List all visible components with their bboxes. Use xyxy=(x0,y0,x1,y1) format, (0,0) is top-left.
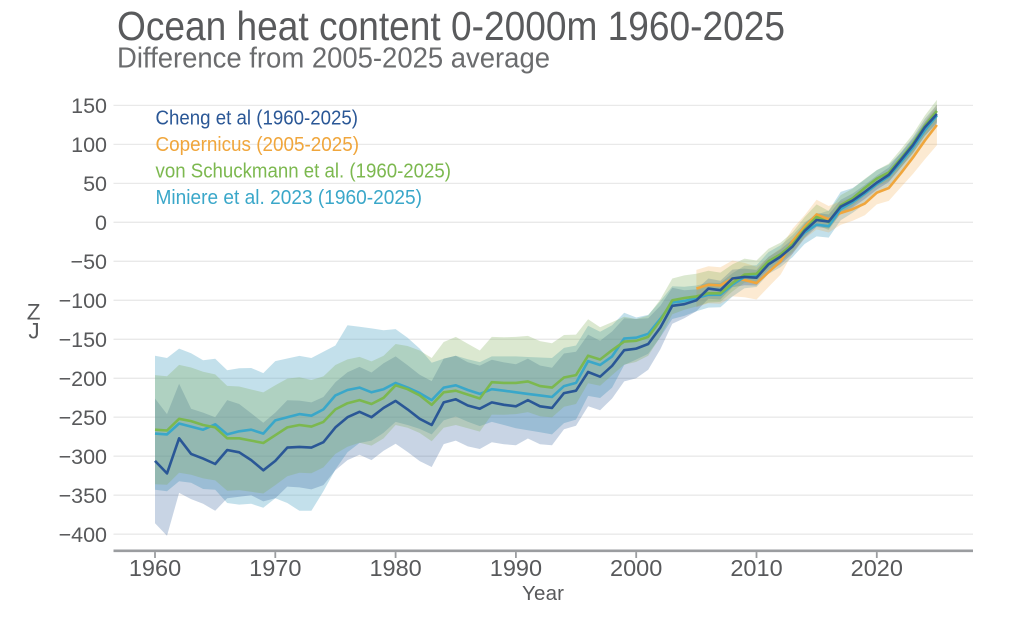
svg-text:1970: 1970 xyxy=(249,555,301,581)
svg-text:Difference from 2005-2025 aver: Difference from 2005-2025 average xyxy=(117,43,550,75)
svg-text:Cheng et al (1960-2025): Cheng et al (1960-2025) xyxy=(156,107,359,130)
svg-text:J: J xyxy=(28,319,39,344)
svg-text:50: 50 xyxy=(83,172,107,196)
svg-text:−50: −50 xyxy=(71,250,108,274)
svg-text:150: 150 xyxy=(71,94,107,118)
svg-text:Z: Z xyxy=(27,299,41,324)
svg-text:Miniere et al. 2023 (1960-2025: Miniere et al. 2023 (1960-2025) xyxy=(156,186,423,209)
svg-text:−350: −350 xyxy=(59,484,107,508)
svg-text:von Schuckmann et al. (1960-20: von Schuckmann et al. (1960-2025) xyxy=(156,160,452,183)
svg-text:−200: −200 xyxy=(59,367,107,391)
svg-text:1960: 1960 xyxy=(129,555,181,581)
svg-text:−400: −400 xyxy=(59,523,107,547)
svg-text:100: 100 xyxy=(71,133,107,157)
svg-text:−300: −300 xyxy=(59,445,107,469)
svg-text:−250: −250 xyxy=(59,406,107,430)
svg-text:Ocean heat content 0-2000m 196: Ocean heat content 0-2000m 1960-2025 xyxy=(117,3,785,49)
svg-text:1980: 1980 xyxy=(369,555,421,581)
svg-text:Copernicus (2005-2025): Copernicus (2005-2025) xyxy=(156,133,360,156)
svg-text:−100: −100 xyxy=(59,289,107,313)
svg-text:0: 0 xyxy=(95,211,107,235)
svg-text:2020: 2020 xyxy=(851,555,903,581)
svg-text:−150: −150 xyxy=(59,328,107,352)
svg-text:2010: 2010 xyxy=(730,555,782,581)
svg-text:1990: 1990 xyxy=(490,555,542,581)
svg-text:2000: 2000 xyxy=(610,555,662,581)
svg-text:Year: Year xyxy=(522,582,564,605)
